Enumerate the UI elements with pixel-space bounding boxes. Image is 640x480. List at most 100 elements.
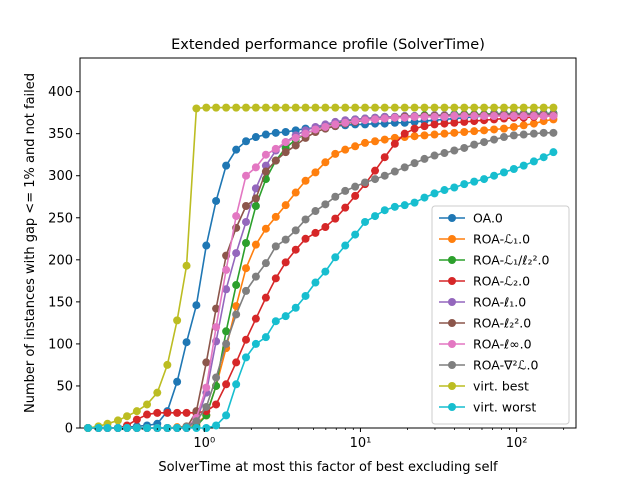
data-point	[420, 131, 429, 140]
legend-label: ROA-ℓ₁.0	[473, 295, 526, 310]
data-point	[539, 153, 548, 162]
data-point	[460, 128, 469, 136]
data-point	[132, 415, 141, 424]
data-point	[529, 119, 538, 128]
data-point	[192, 417, 201, 426]
data-point	[420, 122, 429, 131]
data-point	[163, 360, 172, 369]
data-point	[261, 161, 270, 170]
data-point	[539, 112, 548, 121]
data-point	[261, 150, 270, 159]
data-point	[480, 112, 489, 121]
data-point	[390, 133, 399, 142]
data-point	[182, 424, 191, 432]
data-point	[271, 274, 280, 283]
data-point	[519, 112, 528, 121]
data-point	[410, 159, 419, 168]
data-point	[390, 202, 399, 211]
data-point	[410, 103, 419, 112]
data-point	[440, 186, 449, 195]
data-point	[311, 228, 320, 237]
data-point	[242, 239, 251, 247]
data-point	[450, 118, 459, 127]
data-point	[351, 191, 360, 200]
data-point	[232, 103, 241, 112]
data-point	[341, 241, 350, 250]
data-point	[499, 133, 508, 142]
data-point	[430, 189, 439, 198]
data-point	[212, 421, 221, 430]
data-point	[261, 103, 270, 112]
data-point	[281, 128, 290, 136]
x-tick-label: 10²	[506, 436, 528, 451]
data-point	[212, 400, 221, 409]
data-point	[321, 267, 330, 276]
legend-label: virt. best	[473, 379, 529, 394]
data-point	[371, 212, 380, 221]
data-point	[519, 121, 528, 130]
data-point	[410, 132, 419, 141]
data-point	[182, 338, 191, 347]
data-point	[261, 293, 270, 302]
data-point	[212, 304, 221, 313]
legend-marker	[448, 382, 456, 390]
data-point	[222, 265, 231, 274]
data-point	[390, 113, 399, 122]
data-point	[420, 193, 429, 202]
data-point	[549, 128, 558, 137]
data-point	[430, 151, 439, 160]
legend-entry: ROA-ℒ₁/ℓ₂².0	[439, 253, 549, 268]
data-point	[460, 103, 469, 112]
data-point	[202, 424, 211, 432]
data-point	[222, 103, 231, 112]
data-point	[371, 103, 380, 112]
data-point	[460, 180, 469, 189]
data-point	[351, 103, 360, 112]
data-point	[281, 201, 290, 210]
data-point	[113, 424, 122, 432]
data-point	[410, 198, 419, 207]
data-point	[301, 234, 310, 243]
data-point	[371, 166, 380, 175]
chart-title: Extended performance profile (SolverTime…	[171, 37, 485, 53]
data-point	[331, 192, 340, 201]
data-point	[222, 161, 231, 170]
data-point	[281, 235, 290, 244]
data-point	[291, 103, 300, 112]
data-point	[509, 122, 518, 131]
data-point	[490, 135, 499, 144]
data-point	[261, 167, 270, 176]
legend-label: OA.0	[473, 211, 503, 226]
data-point	[242, 217, 251, 226]
data-point	[113, 416, 122, 425]
legend-label: ROA-∇²ℒ.0	[473, 358, 538, 373]
data-point	[509, 131, 518, 140]
y-tick-label: 300	[48, 169, 73, 184]
y-axis-label: Number of instances with gap <= 1% and n…	[23, 73, 38, 413]
data-point	[519, 161, 528, 170]
data-point	[410, 112, 419, 121]
data-point	[143, 400, 152, 409]
data-point	[251, 339, 260, 348]
data-point	[232, 310, 241, 319]
data-point	[222, 285, 231, 294]
data-point	[499, 168, 508, 177]
data-point	[222, 339, 231, 348]
data-point	[271, 128, 280, 137]
series-8	[83, 103, 558, 432]
legend-label: ROA-ℒ₁/ℓ₂².0	[473, 253, 549, 268]
data-point	[261, 259, 270, 268]
data-point	[490, 103, 499, 112]
data-point	[291, 245, 300, 254]
y-tick-label: 50	[56, 379, 73, 394]
data-point	[321, 158, 330, 167]
data-point	[192, 301, 201, 310]
data-point	[271, 317, 280, 326]
data-point	[400, 163, 409, 172]
data-point	[173, 424, 182, 432]
data-point	[251, 163, 260, 172]
data-point	[222, 327, 231, 336]
data-point	[470, 127, 479, 136]
legend-entry: ROA-ℒ₂.0	[439, 274, 530, 289]
data-point	[261, 333, 270, 342]
